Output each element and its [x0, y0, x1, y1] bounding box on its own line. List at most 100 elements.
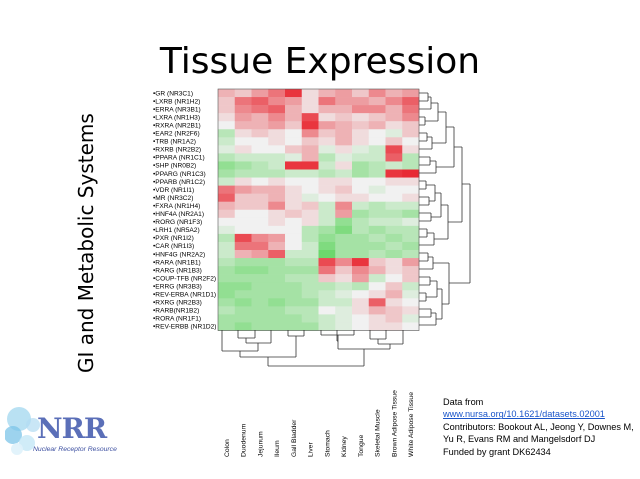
heatmap-cell: [268, 209, 286, 219]
heatmap-cell: [234, 266, 252, 275]
heatmap-cell: [318, 225, 336, 235]
heatmap-cell: [318, 145, 336, 154]
heatmap-cell: [285, 233, 303, 243]
heatmap-cell: [352, 113, 370, 122]
heatmap-cell: [335, 185, 353, 194]
heatmap-cell: [301, 113, 319, 122]
heatmap-cell: [268, 225, 286, 235]
heatmap-cell: [285, 97, 303, 106]
column-labels: Colon Duodenum Jejunum Ileum Gall Bladder Liv…: [224, 390, 415, 457]
heatmap-cell: [234, 290, 252, 299]
heatmap-cell: [352, 241, 370, 251]
heatmap-cell: [402, 97, 420, 106]
heatmap-cell: [268, 169, 286, 178]
heatmap-cell: [234, 274, 252, 283]
heatmap-cell: [318, 258, 336, 267]
dataset-link[interactable]: www.nursa.org/10.1621/datasets.02001: [443, 409, 605, 420]
heatmap-cell: [335, 89, 353, 98]
heatmap-cell: [368, 306, 386, 315]
heatmap-cell: [368, 113, 386, 122]
heatmap-cell: [301, 185, 319, 194]
heatmap-cell: [352, 105, 370, 114]
heatmap-cell: [218, 185, 236, 194]
heatmap-cell: [268, 153, 286, 162]
heatmap-cell: [218, 193, 236, 202]
heatmap-cell: [368, 322, 386, 331]
source-label: Data from: [443, 397, 484, 407]
heatmap-cell: [368, 97, 386, 106]
heatmap-cell: [385, 314, 403, 323]
heatmap-cell: [251, 185, 269, 194]
heatmap-cell: [301, 209, 319, 219]
heatmap-cell: [234, 177, 252, 186]
heatmap-cell: [318, 105, 336, 114]
heatmap-cell: [268, 306, 286, 315]
heatmap-cell: [385, 209, 403, 219]
heatmap-cell: [285, 306, 303, 315]
heatmap-cell: [218, 145, 236, 154]
heatmap-cell: [268, 129, 286, 138]
heatmap-cell: [318, 217, 336, 227]
heatmap-cell: [218, 266, 236, 275]
heatmap-cell: [385, 233, 403, 243]
heatmap-cell: [285, 185, 303, 194]
row-label: •ERRG (NR3B3): [153, 283, 202, 290]
heatmap-cell: [285, 209, 303, 219]
heatmap-cell: [385, 298, 403, 307]
row-labels: •GR (NR3C1)•LXRB (NR1H2)•ERRA (NR3B1)•LX…: [153, 90, 217, 330]
heatmap-cell: [268, 290, 286, 299]
heatmap-cell: [318, 306, 336, 315]
heatmap-cell: [268, 274, 286, 283]
heatmap-cell: [402, 105, 420, 114]
logo-text: NRR: [37, 412, 107, 445]
row-label: •RXRG (NR2B3): [153, 300, 202, 307]
row-label: •REV-ERBA (NR1D1): [153, 292, 216, 299]
row-dendrogram: [419, 92, 471, 326]
heatmap-cell: [301, 274, 319, 283]
heatmap-cell: [285, 193, 303, 202]
heatmap-cell: [234, 282, 252, 291]
heatmap-cell: [234, 233, 252, 243]
heatmap-cell: [301, 306, 319, 315]
heatmap-cell: [335, 306, 353, 315]
heatmap-cell: [268, 105, 286, 114]
heatmap-cell: [352, 121, 370, 130]
heatmap-cell: [368, 298, 386, 307]
heatmap-cell: [251, 322, 269, 331]
heatmap-cell: [335, 217, 353, 227]
heatmap-cell: [268, 97, 286, 106]
row-label: •PPARG (NR1C3): [153, 171, 206, 178]
heatmap-cell: [318, 266, 336, 275]
heatmap-cell: [251, 169, 269, 178]
heatmap-cell: [318, 121, 336, 130]
heatmap-cell: [285, 153, 303, 162]
column-label: Liver: [308, 442, 315, 457]
heatmap-cell: [402, 201, 420, 211]
heatmap-cell: [352, 153, 370, 162]
heatmap-cell: [352, 201, 370, 211]
heatmap-cell: [218, 274, 236, 283]
row-label: •ERRA (NR3B1): [153, 106, 201, 113]
heatmap-cell: [318, 113, 336, 122]
heatmap-cell: [251, 258, 269, 267]
heatmap-cell: [385, 129, 403, 138]
heatmap-cell: [301, 129, 319, 138]
heatmap-cell: [234, 314, 252, 323]
heatmap-cell: [285, 121, 303, 130]
heatmap-cell: [352, 129, 370, 138]
heatmap-cell: [268, 185, 286, 194]
heatmap-cell: [368, 201, 386, 211]
heatmap-cell: [385, 105, 403, 114]
heatmap-cell: [234, 209, 252, 219]
heatmap-cell: [251, 161, 269, 170]
heatmap-cell: [318, 89, 336, 98]
heatmap-cell: [352, 137, 370, 146]
heatmap-cell: [368, 185, 386, 194]
heatmap-cell: [352, 258, 370, 267]
heatmap-cell: [402, 322, 420, 331]
heatmap-cell: [318, 314, 336, 323]
heatmap-cell: [318, 97, 336, 106]
heatmap-cell: [385, 201, 403, 211]
row-label: •TRB (NR1A2): [153, 139, 196, 146]
row-label: •HNF4G (NR2A2): [153, 251, 205, 258]
